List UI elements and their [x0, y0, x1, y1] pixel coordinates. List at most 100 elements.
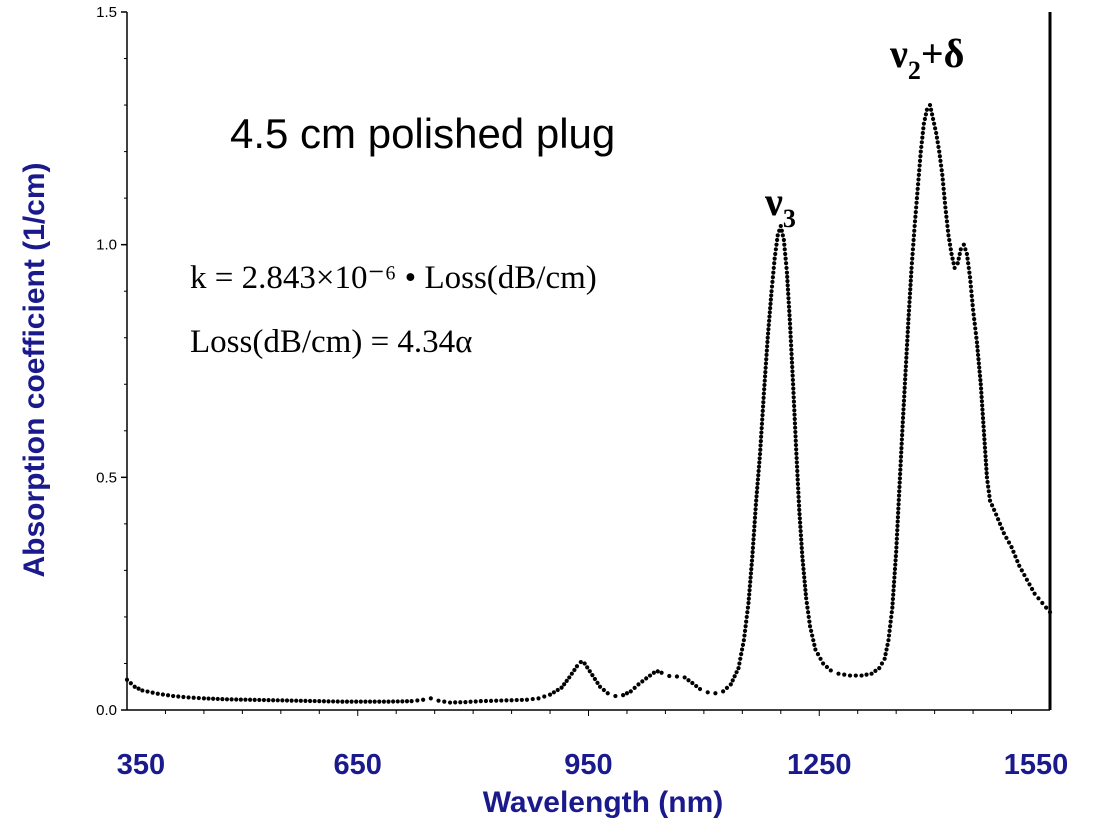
data-point	[905, 329, 910, 335]
data-point	[358, 699, 363, 704]
data-point	[987, 493, 992, 499]
data-point	[754, 494, 759, 499]
data-point	[542, 694, 547, 699]
data-point	[595, 680, 600, 685]
data-point	[748, 571, 754, 576]
data-point	[784, 270, 790, 275]
data-point	[942, 200, 948, 205]
data-point	[758, 439, 763, 444]
data-point	[667, 673, 672, 679]
data-point	[789, 351, 794, 357]
data-point	[813, 647, 818, 652]
data-point	[789, 356, 794, 361]
peak-label-v2-text: ν2+δ	[889, 31, 964, 85]
data-point	[578, 659, 583, 665]
data-point	[659, 670, 664, 675]
data-point	[956, 256, 961, 261]
data-point	[632, 685, 637, 691]
data-point	[536, 696, 541, 701]
data-point	[791, 390, 796, 396]
data-point	[936, 144, 941, 150]
data-point	[792, 408, 797, 413]
data-point	[889, 610, 894, 615]
data-point	[766, 322, 771, 328]
data-point	[280, 698, 285, 703]
data-point	[690, 680, 695, 686]
data-point	[298, 698, 303, 703]
data-point	[201, 696, 207, 701]
data-point	[891, 592, 896, 597]
data-point	[995, 517, 1001, 522]
data-point	[974, 340, 980, 345]
data-point	[224, 697, 230, 702]
data-point	[739, 647, 745, 652]
data-point	[761, 391, 766, 396]
data-point	[758, 443, 763, 448]
data-point	[787, 308, 792, 314]
data-point	[915, 191, 920, 196]
data-point	[771, 270, 776, 275]
data-point	[354, 699, 359, 704]
data-point	[794, 460, 799, 465]
data-point	[756, 468, 761, 474]
data-point	[752, 515, 758, 520]
data-point	[922, 116, 927, 122]
data-point	[907, 295, 912, 300]
x-tick-label: 350	[117, 749, 165, 781]
data-point	[797, 512, 802, 517]
data-point	[755, 477, 761, 482]
data-point	[762, 382, 767, 388]
data-point	[317, 699, 322, 704]
data-point	[601, 687, 606, 693]
data-point	[896, 502, 901, 507]
data-point	[883, 652, 888, 657]
data-point	[367, 699, 373, 704]
data-point	[899, 445, 904, 451]
data-point	[247, 697, 253, 702]
data-point	[794, 464, 800, 469]
data-point	[916, 172, 921, 177]
data-point	[746, 596, 751, 601]
data-point	[899, 437, 904, 442]
data-point	[765, 344, 770, 349]
data-point	[238, 697, 243, 702]
x-tick-label: 1550	[1004, 749, 1069, 781]
data-point	[904, 342, 910, 347]
data-point	[155, 691, 160, 696]
data-point	[917, 158, 923, 164]
data-point	[572, 667, 577, 673]
data-point	[986, 489, 991, 494]
data-point	[795, 473, 800, 478]
data-point	[215, 696, 220, 702]
data-point	[768, 301, 773, 306]
data-point	[890, 601, 895, 606]
data-point	[900, 433, 905, 438]
data-point	[784, 265, 789, 271]
data-point	[912, 219, 918, 224]
data-point	[1040, 600, 1045, 606]
data-point	[939, 168, 944, 173]
data-point	[755, 485, 760, 491]
data-point	[798, 528, 803, 534]
data-point	[785, 274, 790, 279]
peak-label-v3-text: ν3	[764, 179, 796, 233]
data-point	[917, 163, 922, 168]
data-point	[802, 583, 808, 588]
data-point	[967, 275, 973, 280]
data-point	[754, 490, 759, 495]
data-point	[927, 102, 933, 108]
data-point	[730, 678, 735, 683]
data-point	[799, 537, 804, 542]
data-point	[762, 387, 767, 392]
data-point	[786, 291, 791, 297]
data-point	[763, 361, 769, 366]
data-point	[997, 521, 1003, 526]
data-point	[898, 463, 903, 468]
data-point	[647, 673, 653, 678]
data-point	[898, 467, 903, 472]
data-point	[977, 373, 983, 378]
x-ticks: 350 650 950 1250 1550	[117, 710, 1068, 781]
data-point	[752, 524, 757, 529]
data-point	[211, 696, 216, 701]
data-point	[957, 251, 962, 257]
